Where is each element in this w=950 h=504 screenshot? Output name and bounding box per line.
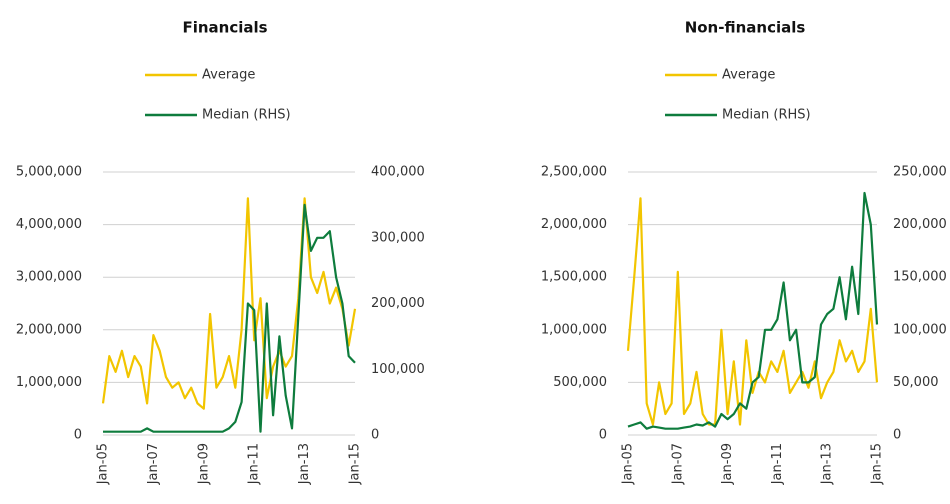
- legend-label: Median (RHS): [202, 108, 291, 123]
- y-tick-label: 3,000,000: [16, 270, 82, 285]
- y2-tick-label: 0: [893, 428, 901, 443]
- y-tick-label: 1,500,000: [541, 270, 607, 285]
- y-tick-label: 2,000,000: [541, 217, 607, 232]
- y-tick-label: 0: [74, 428, 82, 443]
- y-tick-label: 500,000: [553, 375, 607, 390]
- chart-title: Financials: [182, 19, 267, 37]
- series-line: [626, 197, 879, 426]
- x-tick-label: Jan-15: [870, 443, 885, 485]
- x-tick-label: Jan-09: [196, 443, 211, 485]
- chart-title: Non-financials: [685, 19, 806, 37]
- y-tick-label: 0: [599, 428, 607, 443]
- legend-label: Median (RHS): [722, 108, 811, 123]
- y-tick-label: 2,500,000: [541, 165, 607, 180]
- series-line: [101, 197, 357, 410]
- x-tick-label: Jan-11: [770, 443, 785, 485]
- y-tick-label: 5,000,000: [16, 165, 82, 180]
- x-tick-label: Jan-13: [297, 443, 312, 485]
- y2-tick-label: 100,000: [893, 322, 947, 337]
- series-line: [103, 203, 356, 433]
- legend-label: Average: [722, 68, 775, 83]
- x-tick-label: Jan-15: [348, 443, 363, 485]
- legend-label: Average: [202, 68, 255, 83]
- x-tick-label: Jan-11: [247, 443, 262, 485]
- y2-tick-label: 200,000: [893, 217, 947, 232]
- y2-tick-label: 300,000: [371, 230, 425, 245]
- y2-tick-label: 100,000: [371, 362, 425, 377]
- x-tick-label: Jan-07: [146, 443, 161, 485]
- x-tick-label: Jan-13: [820, 443, 835, 485]
- x-tick-label: Jan-09: [720, 443, 735, 485]
- y2-tick-label: 200,000: [371, 296, 425, 311]
- x-tick-label: Jan-05: [96, 443, 111, 485]
- y-tick-label: 4,000,000: [16, 217, 82, 232]
- y2-tick-label: 0: [371, 428, 379, 443]
- y-tick-label: 1,000,000: [541, 322, 607, 337]
- y2-tick-label: 150,000: [893, 270, 947, 285]
- series-line: [627, 191, 879, 430]
- x-tick-label: Jan-07: [670, 443, 685, 485]
- y-tick-label: 1,000,000: [16, 375, 82, 390]
- y-tick-label: 2,000,000: [16, 322, 82, 337]
- y2-tick-label: 250,000: [893, 165, 947, 180]
- y2-tick-label: 50,000: [893, 375, 939, 390]
- y2-tick-label: 400,000: [371, 165, 425, 180]
- x-tick-label: Jan-05: [621, 443, 636, 485]
